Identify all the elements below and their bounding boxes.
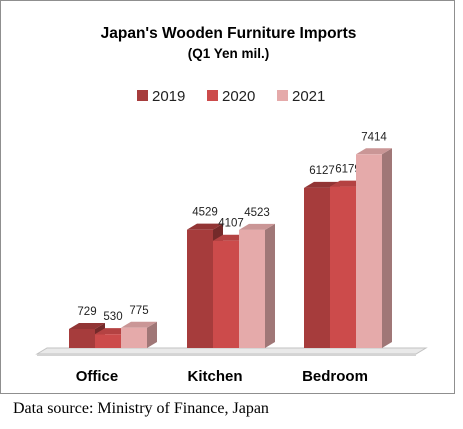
data-label-kitchen-2019: 4529 — [192, 207, 218, 219]
chart-subtitle: (Q1 Yen mil.) — [187, 46, 270, 61]
category-label-kitchen: Kitchen — [187, 368, 242, 385]
data-label-office-2021: 775 — [129, 305, 148, 317]
category-label-bedroom: Bedroom — [302, 368, 368, 385]
category-label-office: Office — [76, 368, 119, 385]
bar-kitchen-2021 — [239, 229, 265, 348]
bar-side-office-2021 — [147, 321, 157, 348]
chart-floor — [35, 347, 428, 355]
bar-top-office-2019 — [69, 322, 105, 329]
data-label-office-2020: 530 — [103, 311, 122, 323]
bar-office-2019 — [69, 328, 95, 348]
data-label-bedroom-2020: 6179 — [335, 164, 361, 176]
data-label-bedroom-2021: 7414 — [361, 131, 387, 143]
data-label-kitchen-2021: 4523 — [244, 207, 270, 219]
bar-bedroom-2019 — [304, 187, 330, 348]
bar-top-kitchen-2021 — [239, 223, 275, 230]
data-source-note: Data source: Ministry of Finance, Japan — [13, 400, 269, 417]
legend-label-2021: 2021 — [292, 88, 325, 105]
bar-kitchen-2019 — [187, 229, 213, 348]
bar-top-kitchen-2019 — [187, 223, 223, 230]
bar-side-bedroom-2021 — [382, 148, 392, 348]
bar-kitchen-2020 — [213, 240, 239, 348]
legend-swatch-2019 — [137, 90, 148, 101]
chart-panel: Japan's Wooden Furniture Imports (Q1 Yen… — [0, 0, 455, 394]
bar-bedroom-2020 — [330, 186, 356, 348]
bar-bedroom-2021 — [356, 154, 382, 348]
bar-office-2021 — [121, 327, 147, 348]
legend-swatch-2021 — [277, 90, 288, 101]
data-label-bedroom-2019: 6127 — [309, 165, 335, 177]
legend-swatch-2020 — [207, 90, 218, 101]
bar-top-office-2021 — [121, 321, 157, 328]
legend-label-2019: 2019 — [152, 88, 185, 105]
bar-office-2020 — [95, 334, 121, 348]
data-label-kitchen-2020: 4107 — [218, 218, 244, 230]
data-label-office-2019: 729 — [77, 306, 96, 318]
chart-title: Japan's Wooden Furniture Imports — [100, 25, 357, 42]
chart-floor-edge — [37, 354, 416, 356]
legend-label-2020: 2020 — [222, 88, 255, 105]
bar-side-kitchen-2021 — [265, 223, 275, 348]
bar-top-bedroom-2021 — [356, 148, 392, 155]
